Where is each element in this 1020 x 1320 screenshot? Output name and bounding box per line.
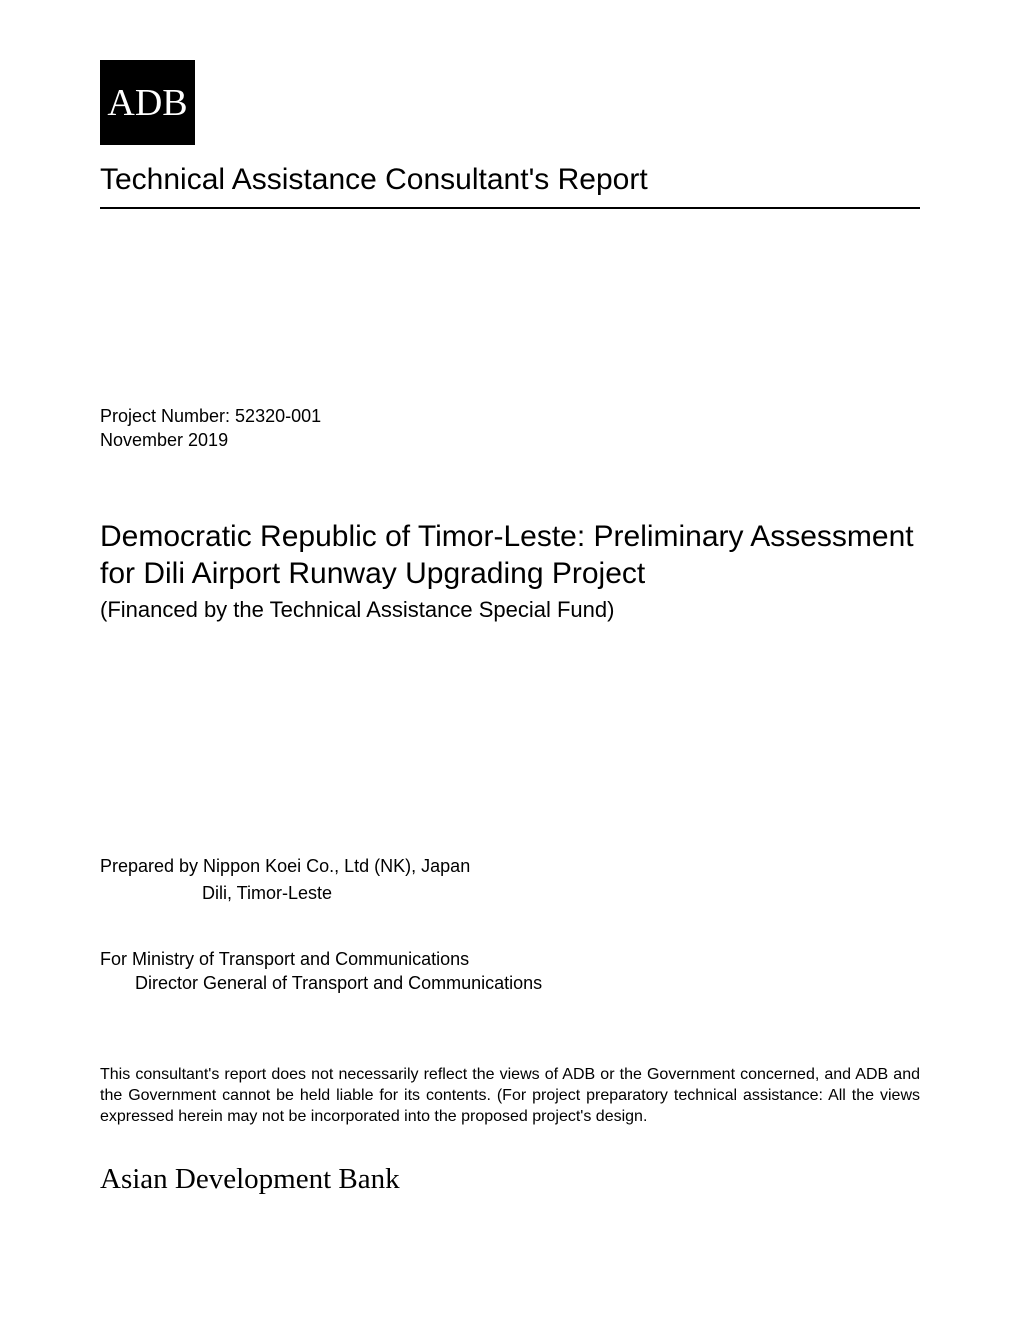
prepared-by-line: Prepared by Nippon Koei Co., Ltd (NK), J… (100, 853, 920, 880)
document-title: Democratic Republic of Timor-Leste: Prel… (100, 518, 920, 593)
prepared-location: Dili, Timor-Leste (100, 880, 920, 907)
for-line-1: For Ministry of Transport and Communicat… (100, 947, 920, 971)
project-metadata: Project Number: 52320-001 November 2019 (100, 404, 920, 453)
project-date: November 2019 (100, 428, 920, 452)
adb-logo: ADB (100, 60, 195, 145)
bank-name-footer: Asian Development Bank (100, 1163, 920, 1196)
prepared-by-section: Prepared by Nippon Koei Co., Ltd (NK), J… (100, 853, 920, 907)
report-type-heading: Technical Assistance Consultant's Report (100, 163, 920, 209)
project-number: Project Number: 52320-001 (100, 404, 920, 428)
for-line-2: Director General of Transport and Commun… (100, 971, 920, 995)
for-section: For Ministry of Transport and Communicat… (100, 947, 920, 996)
logo-text: ADB (107, 81, 187, 125)
disclaimer-text: This consultant's report does not necess… (100, 1065, 920, 1127)
document-subtitle: (Financed by the Technical Assistance Sp… (100, 597, 920, 623)
